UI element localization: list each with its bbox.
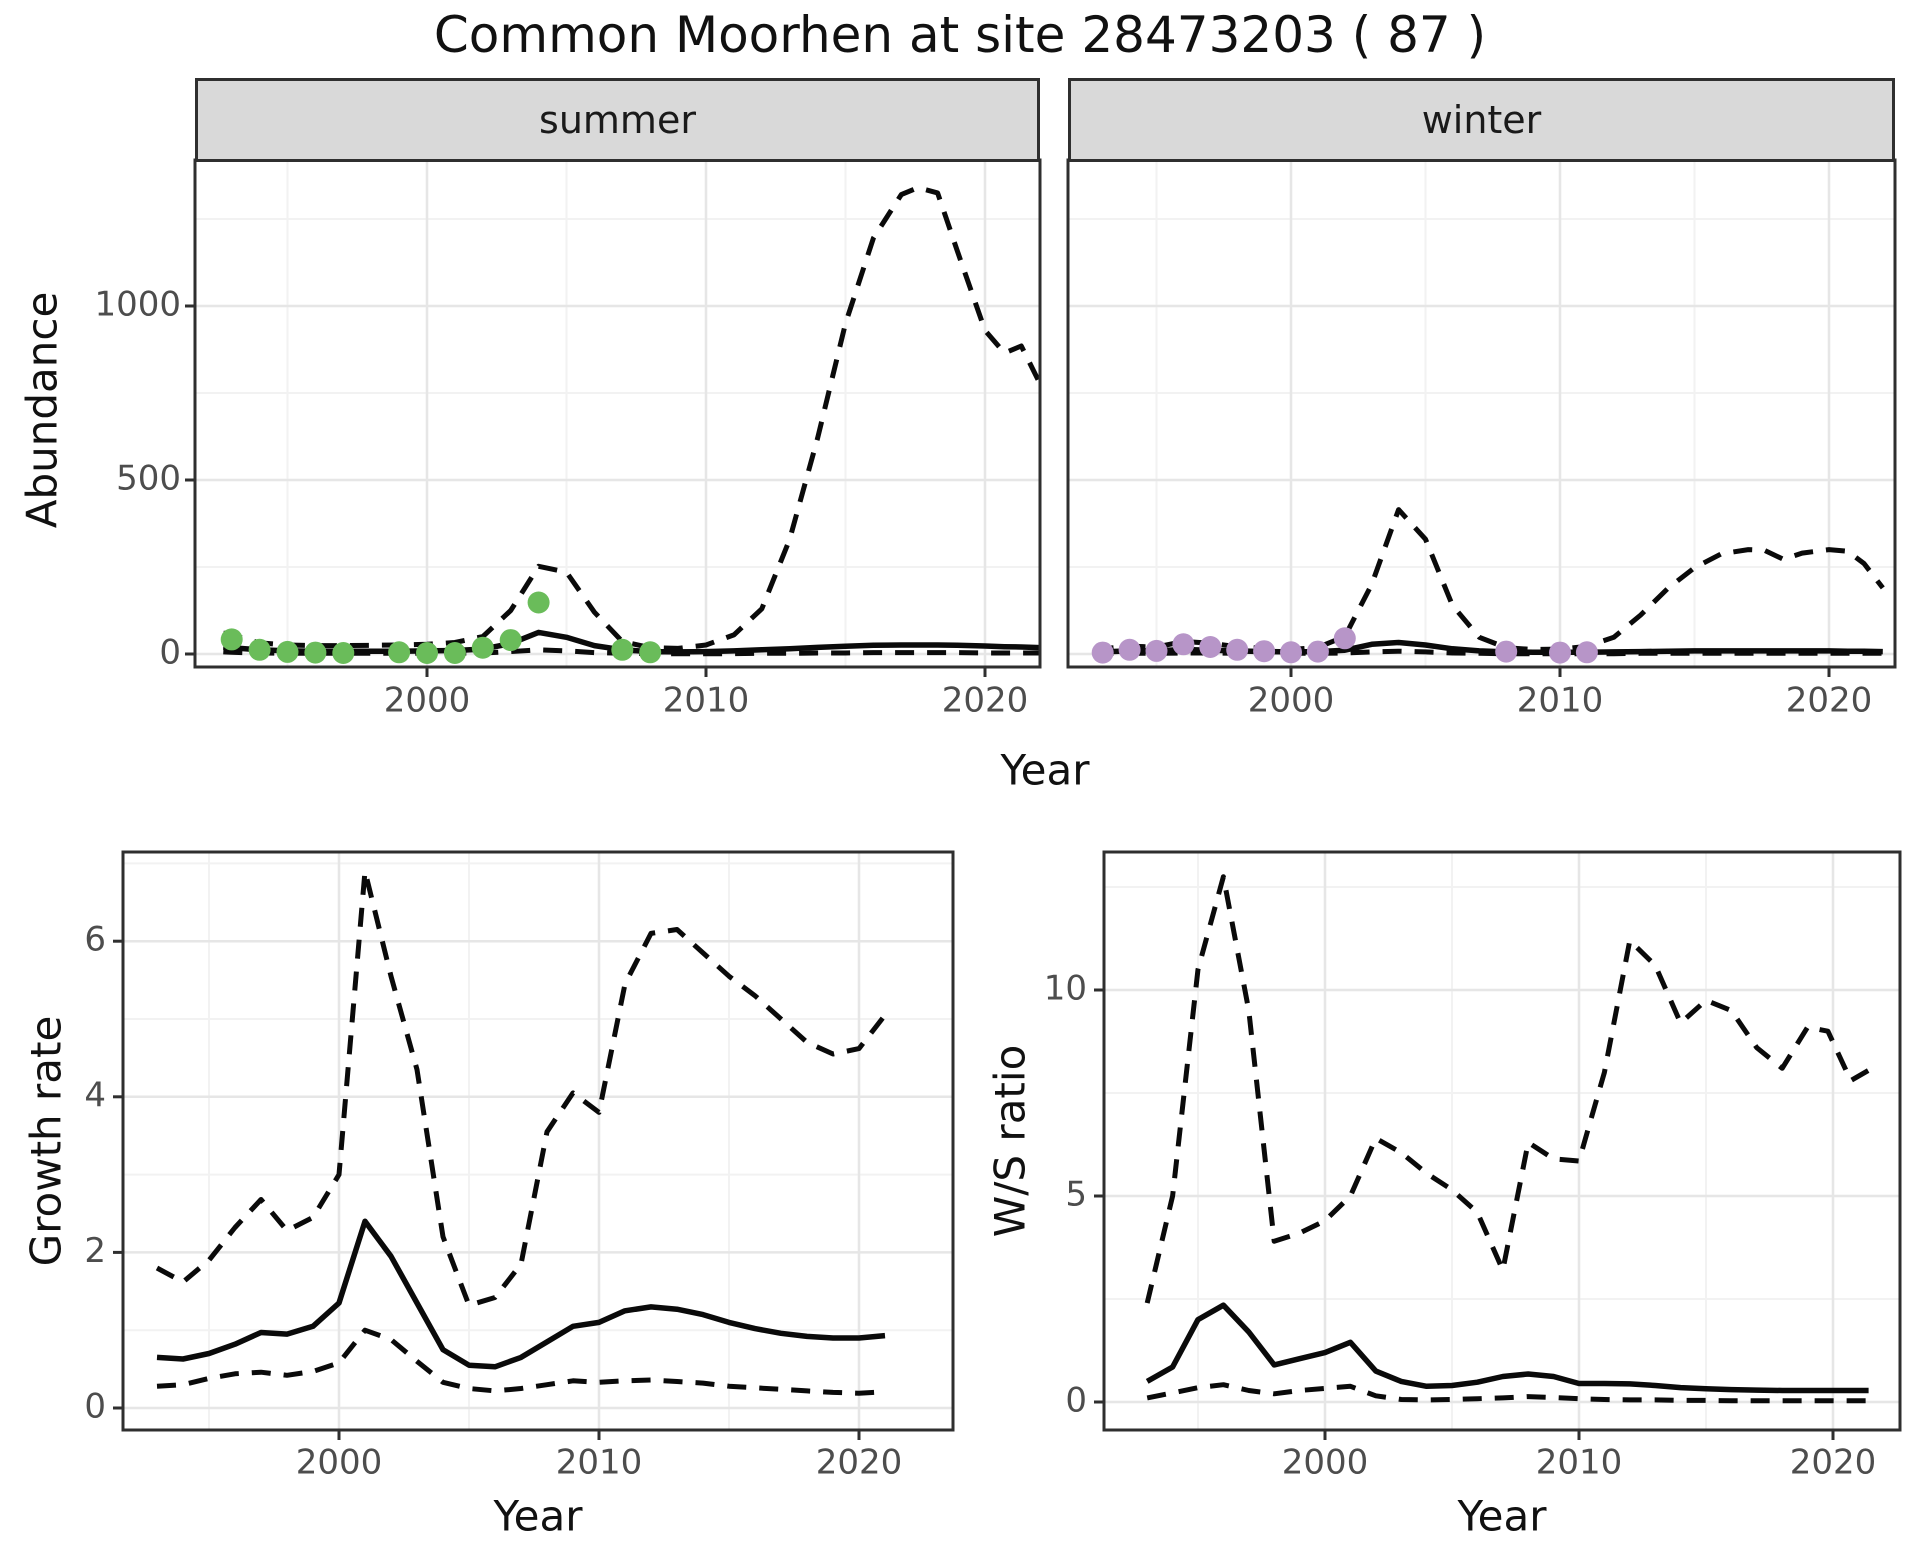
winter-observation-point bbox=[1253, 640, 1276, 663]
median-line bbox=[156, 1218, 886, 1370]
winter-observation-point bbox=[1145, 639, 1168, 662]
points-layer bbox=[220, 591, 662, 664]
growth-rate-axis-title: Growth rate bbox=[21, 1015, 71, 1267]
median-line bbox=[1145, 1302, 1869, 1394]
gridlines bbox=[1104, 852, 1900, 1430]
gridlines bbox=[123, 852, 953, 1430]
summer-observation-point bbox=[499, 629, 522, 652]
points-layer bbox=[1091, 627, 1598, 664]
ws-ratio-axis-title: W/S ratio bbox=[985, 1044, 1035, 1238]
x-tick-label: 2020 bbox=[1790, 1443, 1877, 1483]
panel-abundance_winter: 2000 2010 2020 bbox=[1066, 158, 1897, 721]
y-tick-label: 500 bbox=[116, 459, 181, 499]
panel-abundance_summer: 2000 2010 2020 0 500 1000 bbox=[94, 158, 1042, 721]
panel-background bbox=[1068, 160, 1895, 667]
x-tick-label: 2020 bbox=[816, 1443, 903, 1483]
lower-ci-line bbox=[1146, 1382, 1869, 1404]
y-tick-label: 0 bbox=[84, 1387, 106, 1427]
plot-title: Common Moorhen at site 28473203 ( 87 ) bbox=[433, 6, 1487, 64]
panel-ws_ratio: 2000 2010 2020 0 5 10 bbox=[1044, 850, 1902, 1483]
summer-observation-point bbox=[276, 640, 299, 663]
upper-ci-line bbox=[1094, 507, 1885, 652]
panel-background bbox=[195, 160, 1040, 667]
facet-strip-winter: winter bbox=[1068, 78, 1895, 162]
winter-observation-point bbox=[1333, 627, 1356, 650]
x-tick-label: 2020 bbox=[942, 681, 1029, 721]
summer-observation-point bbox=[248, 638, 271, 661]
panel-border bbox=[121, 850, 955, 1432]
summer-observation-point bbox=[332, 642, 355, 664]
year-axis-title-ws: Year bbox=[1457, 1491, 1547, 1541]
x-tick-label: 2020 bbox=[1786, 681, 1873, 721]
facet-strip-summer: summer bbox=[195, 78, 1040, 162]
summer-observation-point bbox=[639, 641, 662, 664]
x-tick-label: 2000 bbox=[384, 681, 471, 721]
y-tick-label: 5 bbox=[1065, 1175, 1087, 1215]
series-layer bbox=[1144, 874, 1870, 1404]
y-tick-label: 10 bbox=[1044, 969, 1087, 1009]
axis-layer: 2000 2010 2020 bbox=[1248, 667, 1873, 721]
y-tick-label: 6 bbox=[84, 920, 106, 960]
winter-observation-point bbox=[1118, 638, 1141, 661]
x-tick-label: 2000 bbox=[1282, 1443, 1369, 1483]
y-tick-label: 4 bbox=[84, 1075, 106, 1115]
summer-observation-point bbox=[220, 628, 243, 651]
y-tick-label: 2 bbox=[84, 1231, 106, 1271]
winter-observation-point bbox=[1306, 640, 1329, 663]
facet-strip-summer-label: summer bbox=[539, 98, 696, 142]
winter-observation-point bbox=[1280, 641, 1302, 664]
winter-observation-point bbox=[1199, 636, 1222, 658]
summer-observation-point bbox=[611, 638, 634, 661]
facet-strip-winter-label: winter bbox=[1421, 98, 1542, 142]
year-axis-title-top: Year bbox=[1000, 745, 1090, 795]
winter-observation-point bbox=[1495, 640, 1518, 663]
y-tick-label: 0 bbox=[159, 633, 181, 673]
summer-observation-point bbox=[527, 591, 550, 614]
summer-observation-point bbox=[388, 641, 411, 664]
winter-observation-point bbox=[1549, 641, 1571, 664]
year-axis-title-growth: Year bbox=[493, 1491, 583, 1541]
winter-observation-point bbox=[1575, 641, 1598, 664]
x-tick-label: 2010 bbox=[663, 681, 750, 721]
panel-background bbox=[123, 852, 953, 1430]
upper-ci-line bbox=[1144, 874, 1870, 1304]
abundance-axis-title: Abundance bbox=[17, 291, 67, 529]
winter-observation-point bbox=[1091, 641, 1114, 664]
summer-observation-point bbox=[443, 642, 466, 664]
x-tick-label: 2010 bbox=[556, 1443, 643, 1483]
y-tick-label: 0 bbox=[1065, 1381, 1087, 1421]
x-tick-label: 2010 bbox=[1517, 681, 1604, 721]
axis-layer: 2000 2010 2020 0 500 1000 bbox=[94, 285, 1028, 721]
gridlines bbox=[195, 160, 1040, 667]
x-tick-label: 2000 bbox=[1248, 681, 1335, 721]
panel-border bbox=[1102, 850, 1902, 1432]
summer-observation-point bbox=[416, 642, 438, 664]
axis-layer: 2000 2010 2020 0 5 10 bbox=[1044, 969, 1877, 1483]
winter-observation-point bbox=[1172, 633, 1195, 656]
x-tick-label: 2010 bbox=[1536, 1443, 1623, 1483]
y-tick-label: 1000 bbox=[94, 285, 181, 325]
panel-background bbox=[1104, 852, 1900, 1430]
summer-observation-point bbox=[471, 636, 494, 659]
summer-observation-point bbox=[304, 641, 327, 664]
winter-observation-point bbox=[1226, 638, 1249, 661]
panel-growth_rate: 2000 2010 2020 0 2 4 6 bbox=[84, 850, 955, 1483]
lower-ci-line bbox=[156, 1327, 886, 1396]
series-layer bbox=[155, 868, 887, 1396]
upper-ci-line bbox=[155, 868, 887, 1308]
x-tick-label: 2000 bbox=[296, 1443, 383, 1483]
axis-layer: 2000 2010 2020 0 2 4 6 bbox=[84, 920, 902, 1483]
